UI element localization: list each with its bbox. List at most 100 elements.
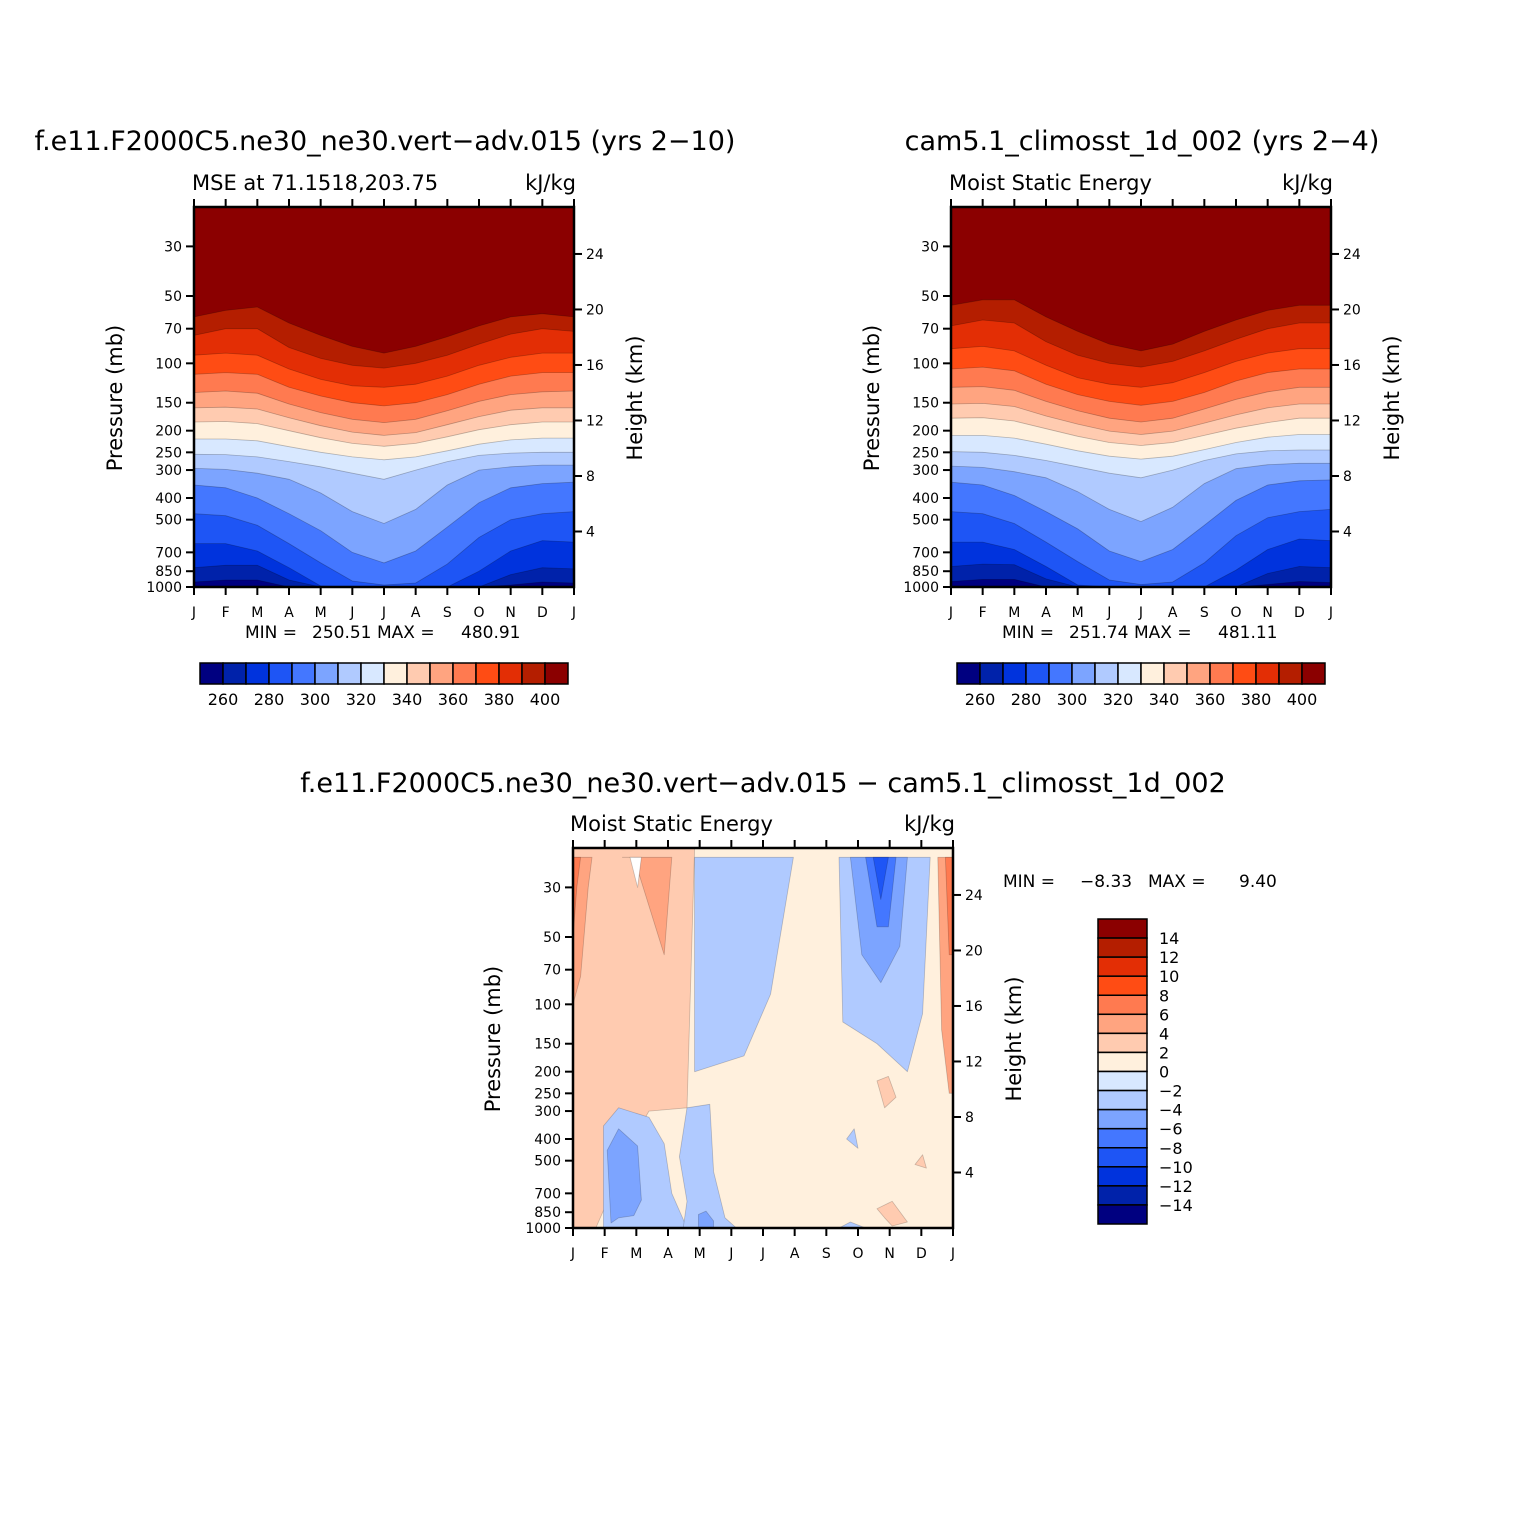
colorbar-label: 320 [1103,690,1134,709]
panel-2-max-value: 481.11 [1218,623,1277,643]
month-tick-label: J [728,1246,733,1262]
pressure-tick-label: 50 [921,289,939,305]
height-tick-label: 20 [1343,302,1361,318]
colorbar-label: −8 [1159,1139,1183,1158]
colorbar-label: 2 [1159,1043,1169,1062]
contour-region--2 [694,856,794,1073]
contour-line-370 [193,372,574,407]
pressure-tick-label: 700 [912,545,939,561]
colorbar-swatch [268,662,293,685]
panel-2-ylabel: Pressure (mb) [860,325,884,472]
pressure-tick-label: 500 [534,1154,561,1170]
colorbar-swatch [1140,662,1165,685]
colorbar-swatch [199,662,224,685]
colorbar-label: 360 [438,690,469,709]
pressure-tick-label: 100 [534,997,561,1013]
month-tick-label: A [411,605,421,621]
contour-line-390 [193,328,575,369]
colorbar-swatch [1097,1032,1148,1054]
height-tick-label: 4 [1343,524,1352,540]
panel-2-right-label: kJ/kg [1282,171,1333,195]
height-tick-label: 8 [1343,469,1352,485]
colorbar-swatch [1097,1147,1148,1168]
contour-line-400 [193,306,575,354]
panel-1-min-value: 250.51 [312,623,371,643]
colorbar-label: 10 [1159,967,1179,986]
contour-line-390 [950,319,1331,368]
colorbar-swatch [521,662,546,685]
colorbar-swatch [1097,1127,1148,1149]
pressure-tick-label: 200 [155,424,182,440]
colorbar-swatch [498,662,523,685]
contour-region--8 [872,856,889,900]
pressure-tick-label: 300 [534,1104,561,1120]
colorbar-label: −14 [1159,1196,1193,1215]
pressure-tick-label: 50 [543,930,561,946]
panel-1-right-label: kJ/kg [525,171,576,195]
pressure-tick-label: 150 [155,396,182,412]
colorbar-swatch [1094,662,1119,685]
height-tick-label: 16 [965,999,983,1015]
month-tick-label: O [852,1246,863,1262]
month-tick-label: D [1294,605,1305,621]
pressure-tick-label: 100 [155,356,182,372]
pressure-tick-label: 70 [164,322,182,338]
month-tick-label: A [284,605,294,621]
height-tick-label: 8 [586,469,595,485]
colorbar-swatch [337,662,362,685]
colorbar-label: 380 [484,690,515,709]
panel-1-contours [193,207,575,588]
month-tick-label: J [381,605,386,621]
month-tick-label: J [1138,605,1143,621]
colorbar-swatch [1097,1089,1148,1111]
panel-2-min-label: MIN = [1002,623,1054,643]
contour-line-320 [950,449,1331,479]
panel-1-left-label: MSE at 71.1518,203.75 [192,171,438,195]
contour-line-360 [193,390,575,424]
panel-2-height-axis: 24 20 16 12 8 4 [1331,247,1361,540]
panel-3-right-label: kJ/kg [904,812,955,836]
colorbar-swatch [291,662,316,685]
panel-3: f.e11.F2000C5.ne30_ne30.vert−adv.015 − c… [300,768,1277,1262]
panel-2: cam5.1_climosst_1d_002 (yrs 2−4) Moist S… [860,126,1404,709]
colorbar-swatch [1097,994,1148,1016]
pressure-tick-label: 250 [534,1086,561,1102]
contour-line-300 [950,479,1332,563]
month-tick-label: N [505,605,515,621]
height-tick-label: 16 [586,358,604,374]
contour-line-360 [950,386,1331,423]
colorbar-label: 360 [1195,690,1226,709]
month-tick-label: J [760,1246,765,1262]
panel-1-ylabel: Pressure (mb) [103,325,127,472]
panel-1-plot-area [192,205,576,589]
pressure-tick-label: 100 [912,356,939,372]
pressure-tick-label: 30 [164,239,182,255]
colorbar-label: −12 [1159,1177,1193,1196]
month-tick-label: D [916,1246,927,1262]
month-tick-label: M [315,605,327,621]
contour-line-290 [950,509,1332,585]
colorbar-label: 8 [1159,986,1169,1005]
month-tick-label: N [1262,605,1272,621]
panel-2-plot-area [949,205,1333,589]
pressure-tick-label: 400 [155,491,182,507]
panel-2-y2label: Height (km) [1380,335,1404,460]
contour-line-330 [951,434,1331,460]
contour-line-380 [193,352,574,388]
colorbar-swatch [1255,662,1280,685]
pressure-tick-label: 500 [912,513,939,529]
colorbar-swatch [1097,1070,1148,1092]
height-tick-label: 12 [1343,413,1361,429]
pressure-tick-label: 850 [155,564,182,580]
height-tick-label: 20 [586,302,604,318]
colorbar-label: 400 [530,690,561,709]
month-tick-label: A [663,1246,673,1262]
pressure-tick-label: 250 [155,445,182,461]
colorbar-swatch [475,662,500,685]
height-tick-label: 8 [965,1110,974,1126]
month-tick-label: S [822,1246,831,1262]
